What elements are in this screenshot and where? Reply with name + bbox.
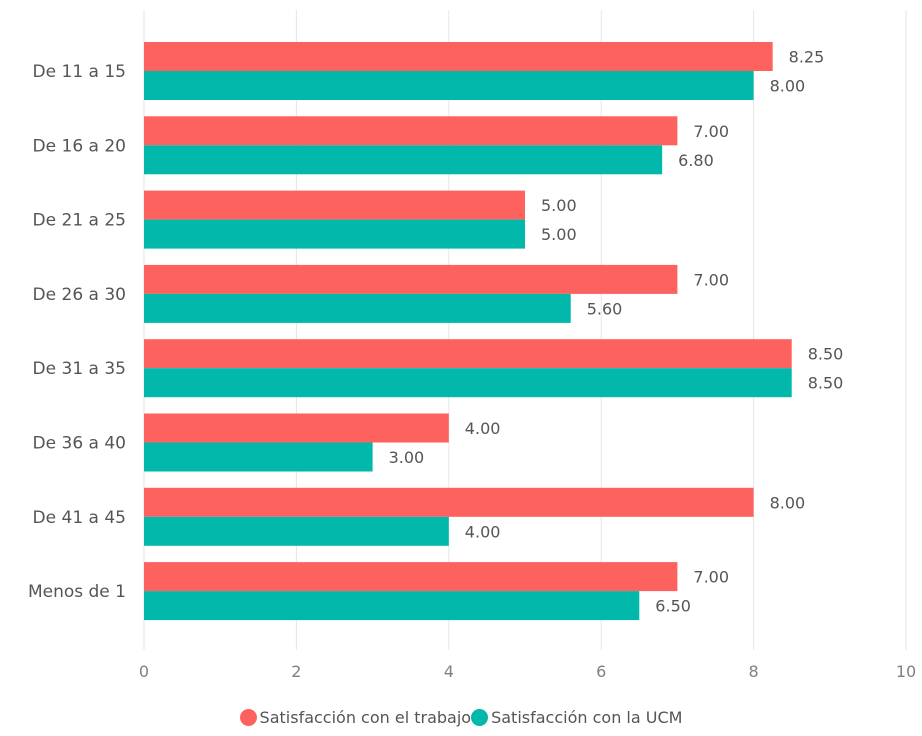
data-label-trabajo-7: 7.00	[693, 568, 729, 587]
y-category-label-5: De 36 a 40	[33, 434, 126, 454]
x-tick-label-6: 6	[596, 662, 606, 681]
y-category-label-0: De 11 a 15	[33, 62, 126, 82]
x-tick-label-2: 2	[291, 662, 301, 681]
data-label-ucm-1: 6.80	[678, 151, 714, 170]
data-label-trabajo-1: 7.00	[693, 122, 729, 141]
bar-trabajo-5	[144, 413, 449, 443]
legend-swatch-ucm	[471, 709, 489, 726]
data-label-ucm-5: 3.00	[389, 448, 425, 467]
bar-ucm-7	[144, 591, 640, 621]
bar-ucm-4	[144, 368, 792, 398]
y-category-label-2: De 21 a 25	[33, 211, 126, 231]
data-label-ucm-2: 5.00	[541, 225, 577, 244]
data-label-ucm-0: 8.00	[770, 77, 806, 96]
data-label-trabajo-6: 8.00	[770, 493, 806, 512]
data-label-ucm-7: 6.50	[655, 597, 691, 616]
data-label-trabajo-0: 8.25	[789, 48, 825, 67]
bar-ucm-0	[144, 71, 754, 100]
legend-label-ucm: Satisfacción con la UCM	[491, 708, 683, 727]
bar-trabajo-4	[144, 339, 792, 369]
bar-ucm-6	[144, 516, 449, 546]
data-label-trabajo-4: 8.50	[808, 345, 844, 364]
bar-trabajo-6	[144, 487, 754, 517]
y-category-label-6: De 41 a 45	[33, 508, 126, 528]
legend-item-trabajo[interactable]: Satisfacción con el trabajo	[239, 708, 472, 727]
y-category-label-3: De 26 a 30	[33, 285, 126, 305]
bar-ucm-3	[144, 293, 571, 323]
bar-ucm-2	[144, 219, 525, 249]
y-category-label-4: De 31 a 35	[33, 359, 126, 379]
data-label-trabajo-5: 4.00	[465, 419, 501, 438]
y-category-label-7: Menos de 1	[28, 582, 126, 602]
x-tick-label-0: 0	[139, 662, 149, 681]
bar-trabajo-1	[144, 116, 678, 146]
legend: Satisfacción con el trabajo Satisfacción…	[0, 708, 922, 727]
y-category-label-1: De 16 a 20	[33, 136, 126, 156]
x-tick-label-8: 8	[749, 662, 759, 681]
bar-ucm-5	[144, 442, 373, 472]
legend-label-trabajo: Satisfacción con el trabajo	[259, 708, 472, 727]
x-tick-label-4: 4	[444, 662, 454, 681]
bar-trabajo-3	[144, 264, 678, 294]
data-label-trabajo-2: 5.00	[541, 196, 577, 215]
bar-trabajo-2	[144, 190, 525, 220]
data-label-trabajo-3: 7.00	[693, 270, 729, 289]
x-tick-label-10: 10	[896, 662, 916, 681]
bar-trabajo-7	[144, 562, 678, 592]
data-label-ucm-6: 4.00	[465, 522, 501, 541]
bar-trabajo-0	[144, 42, 773, 71]
legend-swatch-trabajo	[239, 709, 257, 726]
data-label-ucm-3: 5.60	[587, 299, 623, 318]
legend-item-ucm[interactable]: Satisfacción con la UCM	[471, 708, 682, 727]
data-label-ucm-4: 8.50	[808, 374, 844, 393]
bar-ucm-1	[144, 145, 663, 175]
